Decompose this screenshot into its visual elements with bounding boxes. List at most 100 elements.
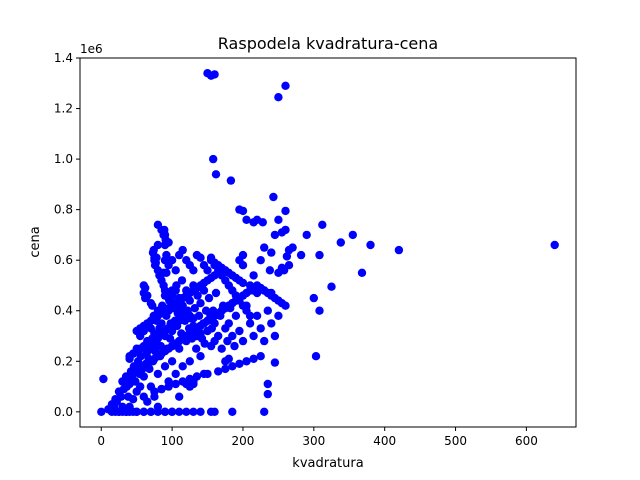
data-point <box>141 283 150 293</box>
data-point <box>267 248 276 257</box>
data-point <box>196 299 205 308</box>
y-tick-label: 0.2 <box>54 354 73 368</box>
data-point <box>284 261 294 270</box>
data-point <box>336 238 345 247</box>
data-point <box>238 278 248 288</box>
y-tick-label: 0.0 <box>54 405 73 419</box>
data-point <box>235 359 244 368</box>
data-point <box>260 407 269 416</box>
data-point <box>238 261 248 270</box>
data-point <box>217 344 226 353</box>
data-point <box>214 367 223 376</box>
data-point <box>263 389 272 399</box>
y-tick-label: 1.2 <box>54 102 73 116</box>
data-point <box>274 215 283 224</box>
y-axis: 0.0 0.2 0.4 0.6 0.8 1.0 1.2 1.4 <box>54 51 80 419</box>
data-point <box>270 331 280 341</box>
scatter-points <box>97 69 559 416</box>
data-point <box>190 304 199 313</box>
data-point <box>258 218 267 227</box>
data-point <box>189 266 198 275</box>
data-point <box>192 372 202 381</box>
data-point <box>245 311 255 320</box>
data-point <box>249 331 258 341</box>
data-point <box>281 225 290 235</box>
data-point <box>160 362 170 371</box>
data-point <box>238 336 248 346</box>
data-point <box>238 250 248 260</box>
y-axis-label: cena <box>28 226 43 257</box>
data-point <box>224 354 233 363</box>
data-point <box>167 407 177 416</box>
data-point <box>282 252 292 261</box>
data-point <box>182 311 191 320</box>
x-tick-label: 100 <box>161 434 184 448</box>
chart-title: Raspodela kvadratura-cena <box>218 34 438 53</box>
data-point <box>157 384 166 394</box>
data-point <box>157 319 166 328</box>
data-point <box>153 407 163 416</box>
data-point <box>242 215 251 224</box>
data-point <box>196 407 205 416</box>
data-point <box>167 256 177 265</box>
data-point <box>150 387 159 396</box>
data-point <box>245 319 255 328</box>
data-point <box>263 379 272 389</box>
y-offset-label: 1e6 <box>80 42 103 56</box>
data-point <box>228 331 237 341</box>
data-point <box>185 374 194 384</box>
x-tick-label: 600 <box>515 434 538 448</box>
data-point <box>206 407 216 416</box>
data-point <box>550 240 559 250</box>
data-point <box>192 344 201 353</box>
data-point <box>281 301 290 310</box>
data-point <box>116 392 126 401</box>
data-point <box>256 324 265 333</box>
data-point <box>203 266 212 275</box>
data-point <box>394 245 404 255</box>
x-tick-label: 0 <box>97 434 105 448</box>
data-point <box>311 352 321 361</box>
data-point <box>357 268 367 277</box>
data-point <box>196 253 205 262</box>
data-point <box>214 331 223 341</box>
data-point <box>228 362 237 371</box>
data-point <box>267 319 276 328</box>
data-point <box>235 326 244 336</box>
data-point <box>309 293 318 303</box>
data-point <box>171 286 180 295</box>
data-point <box>145 344 154 353</box>
data-point <box>315 250 324 260</box>
data-point <box>178 362 187 371</box>
data-point <box>171 369 180 379</box>
data-point <box>277 263 287 272</box>
data-point <box>99 374 108 384</box>
data-point <box>245 281 255 290</box>
data-point <box>171 266 180 275</box>
y-tick-label: 1.4 <box>54 51 73 65</box>
data-point <box>274 311 283 320</box>
data-point <box>260 336 269 346</box>
data-point <box>296 250 306 260</box>
y-tick-label: 0.6 <box>54 253 73 267</box>
data-point <box>97 407 106 416</box>
data-point <box>189 407 198 416</box>
x-tick-label: 300 <box>302 434 325 448</box>
data-point <box>178 245 187 255</box>
x-axis: 0 100 200 300 400 500 600 <box>97 427 538 448</box>
x-tick-label: 400 <box>373 434 396 448</box>
data-point <box>153 369 163 379</box>
data-point <box>211 288 221 298</box>
data-point <box>228 407 237 416</box>
y-tick-label: 1.0 <box>54 152 73 166</box>
data-point <box>315 306 324 315</box>
data-point <box>281 206 290 216</box>
data-point <box>167 357 177 366</box>
data-point <box>256 256 265 265</box>
data-point <box>178 377 187 386</box>
data-point <box>260 243 269 252</box>
data-point <box>270 358 280 367</box>
data-point <box>226 176 236 185</box>
data-point <box>269 192 278 202</box>
